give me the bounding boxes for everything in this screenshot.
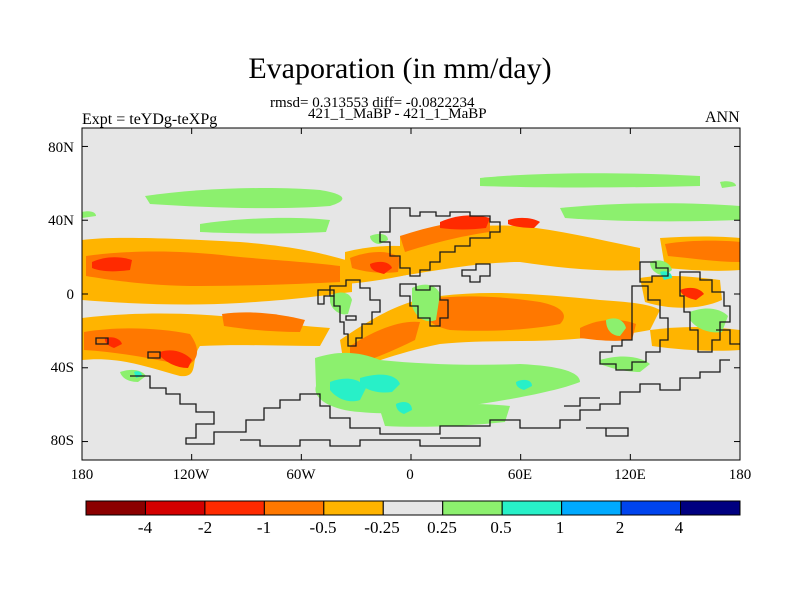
green-patch-east — [690, 308, 728, 333]
lon-label-60w: 60W — [286, 467, 316, 483]
colorbar — [85, 500, 741, 516]
teal-patch-southern-4 — [516, 379, 532, 390]
coastline-australia — [599, 285, 669, 371]
green-patch-south-atlantic — [330, 292, 352, 315]
orange-patch-south-east — [650, 327, 740, 351]
case-subtitle: 421_1_MaBP - 421_1_MaBP — [308, 106, 487, 122]
experiment-label: Expt = teYDg-teXPg — [82, 111, 218, 128]
coastline-south-america — [329, 279, 381, 347]
colorbar-swatch-5 — [323, 500, 384, 516]
coastline-north-america-central — [317, 289, 335, 305]
coastlines — [95, 207, 740, 447]
coastline-antarctica — [130, 359, 730, 447]
colorbar-swatch-1 — [85, 500, 146, 516]
orange-band-africa-india — [400, 225, 640, 276]
colorbar-swatch-9 — [561, 500, 622, 516]
green-patch-south-east — [600, 356, 650, 372]
coastline-southwest-2 — [147, 351, 161, 359]
coastline-south-atlantic-isle — [345, 315, 357, 321]
green-patch-maritime-1 — [606, 318, 626, 336]
colorbar-label-7: 0.5 — [490, 518, 512, 537]
green-patch-north-pacific — [200, 217, 330, 234]
colorbar-swatch-10 — [620, 500, 682, 516]
darkorange-north-pacific — [86, 251, 340, 286]
lon-label-120w: 120W — [172, 467, 210, 483]
red-patch-7 — [680, 287, 704, 300]
green-patch-arctic — [720, 181, 736, 188]
red-patch-1 — [92, 257, 132, 272]
green-band-north-east — [560, 203, 740, 222]
lon-label-60e: 60E — [507, 467, 533, 483]
coastline-east-islands — [679, 271, 731, 353]
green-band-south-indian — [380, 403, 510, 427]
green-band-north-atlantic — [145, 188, 343, 209]
teal-patch-southern-3 — [396, 402, 412, 414]
colorbar-swatch-8 — [501, 500, 563, 516]
coastline-maritime-small — [716, 329, 740, 345]
coastline-southwest-1 — [95, 337, 109, 345]
green-patch-west — [82, 211, 96, 218]
darkorange-south-pacific-mid — [222, 312, 305, 332]
lat-label-40n: 40N — [48, 213, 74, 229]
colorbar-swatch-3 — [204, 500, 265, 516]
colorbar-label-2: -2 — [197, 518, 213, 537]
darkorange-east-pacific — [665, 240, 740, 262]
map-panel — [81, 127, 741, 461]
red-patch-5 — [508, 217, 540, 228]
lon-label-180w: 180 — [70, 467, 94, 483]
lat-tick-marks — [82, 145, 740, 443]
colorbar-swatch-4 — [263, 500, 325, 516]
colorbar-label-8: 1 — [555, 518, 565, 537]
green-band-north-high — [480, 173, 700, 188]
colorbar-label-3: -1 — [256, 518, 272, 537]
darkorange-south-indian — [419, 296, 564, 331]
colorbar-label-10: 4 — [674, 518, 684, 537]
colorbar-swatch-11 — [680, 500, 741, 516]
colorbar-label-9: 2 — [615, 518, 625, 537]
green-patch-africa — [412, 284, 440, 322]
green-band-southern-ocean — [315, 352, 580, 414]
teal-patch-southern-2 — [360, 374, 400, 393]
lon-label-180e: 180 — [728, 467, 752, 483]
red-patch-3 — [104, 337, 122, 348]
red-patch-6 — [370, 261, 392, 274]
coastline-arabia — [461, 263, 491, 283]
lat-label-40s: 40S — [50, 360, 74, 376]
colorbar-label-4: -0.5 — [309, 518, 337, 537]
lon-label-0: 0 — [406, 467, 414, 483]
colorbar-label-5: -0.25 — [364, 518, 400, 537]
darkorange-atlantic-south — [350, 321, 420, 366]
season-label: ANN — [705, 109, 740, 126]
coastline-indonesia — [639, 261, 669, 283]
lat-label-80n: 80N — [48, 140, 74, 156]
lat-label-eq: 0 — [66, 287, 75, 303]
red-patch-4 — [440, 215, 490, 230]
red-patch-2 — [160, 350, 192, 368]
teal-patch-southern-1 — [330, 378, 366, 402]
lon-label-120e: 120E — [614, 467, 646, 483]
plot-title: Evaporation (in mm/day) — [248, 52, 552, 85]
lat-label-80s: 80S — [50, 433, 74, 449]
colorbar-label-1: -4 — [137, 518, 153, 537]
colorbar-label-6: 0.25 — [427, 518, 457, 537]
colorbar-swatch-7 — [442, 500, 503, 516]
stats-text: rmsd= 0.313553 diff= -0.0822234 — [270, 95, 475, 111]
coastline-africa — [399, 283, 449, 327]
lon-tick-marks — [81, 128, 741, 460]
coastline-eurasia — [379, 207, 501, 277]
colorbar-swatch-6 — [382, 500, 444, 516]
colorbar-swatch-2 — [144, 500, 206, 516]
